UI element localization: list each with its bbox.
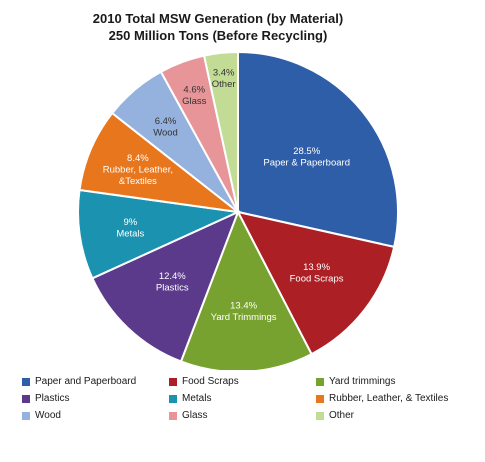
slice-value-label: 3.4% <box>213 68 235 79</box>
slice-category-label: &Textiles <box>119 176 157 187</box>
pie-slices <box>77 50 399 370</box>
slice-category-label: Glass <box>182 96 207 107</box>
slice-value-label: 13.9% <box>303 262 330 273</box>
slice-category-label: Plastics <box>156 283 189 294</box>
legend-entry: Glass <box>169 410 316 421</box>
legend-label: Paper and Paperboard <box>35 376 137 387</box>
legend-label: Wood <box>35 410 61 421</box>
slice-value-label: 4.6% <box>183 84 205 95</box>
slice-category-label: Yard Trimmings <box>211 312 277 323</box>
pie-slice <box>77 188 242 280</box>
slice-category-label: Paper & Paperboard <box>263 158 350 169</box>
pie-slice <box>179 209 313 370</box>
chart-legend: Paper and Paperboard Food Scraps Yard trim… <box>22 373 472 424</box>
legend-label: Yard trimmings <box>329 376 396 387</box>
slice-category-label: Wood <box>153 127 178 138</box>
legend-entry: Rubber, Leather, & Textiles <box>316 393 448 404</box>
slice-value-label: 28.5% <box>293 146 320 157</box>
slice-value-label: 12.4% <box>159 271 186 282</box>
slice-value-label: 13.4% <box>230 300 257 311</box>
legend-swatch <box>316 394 324 403</box>
legend-swatch <box>316 377 324 386</box>
legend-label: Plastics <box>35 393 70 404</box>
legend-swatch <box>169 394 177 403</box>
legend-entry: Plastics <box>22 393 169 404</box>
slice-category-label: Other <box>212 79 236 90</box>
legend-row: Plastics Metals Rubber, Leather, & Textile… <box>22 390 472 407</box>
legend-label: Rubber, Leather, & Textiles <box>329 393 449 404</box>
legend-entry: Other <box>316 410 354 421</box>
slice-value-label: 9% <box>123 217 137 228</box>
pie-slice <box>202 50 239 213</box>
pie-labels: 28.5%Paper & Paperboard 13.9%Food Scraps 1… <box>103 68 350 323</box>
slice-category-label: Rubber, Leather, <box>103 164 173 175</box>
legend-entry: Metals <box>169 393 316 404</box>
slice-value-label: 8.4% <box>127 153 149 164</box>
legend-label: Metals <box>182 393 212 404</box>
legend-swatch <box>22 377 30 386</box>
legend-label: Glass <box>182 410 208 421</box>
legend-entry: Paper and Paperboard <box>22 376 169 387</box>
legend-entry: Yard trimmings <box>316 376 396 387</box>
pie-slice <box>237 50 399 249</box>
legend-row: Wood Glass Other <box>22 407 472 424</box>
chart-title: 2010 Total MSW Generation (by Material) <box>93 11 343 26</box>
pie-chart: 2010 Total MSW Generation (by Material) … <box>77 11 399 370</box>
pie-slice <box>91 210 240 363</box>
legend-swatch <box>22 411 30 420</box>
legend-entry: Wood <box>22 410 169 421</box>
chart-subtitle: 250 Million Tons (Before Recycling) <box>109 28 328 43</box>
legend-swatch <box>169 411 177 420</box>
legend-label: Other <box>329 410 355 421</box>
legend-label: Food Scraps <box>182 376 239 387</box>
pie-slice <box>78 111 242 214</box>
legend-entry: Food Scraps <box>169 376 316 387</box>
legend-swatch <box>22 394 30 403</box>
slice-value-label: 6.4% <box>155 116 177 127</box>
pie-slice <box>236 210 396 356</box>
legend-swatch <box>316 411 324 420</box>
legend-swatch <box>169 377 177 386</box>
legend-row: Paper and Paperboard Food Scraps Yard trim… <box>22 373 472 390</box>
slice-category-label: Metals <box>116 228 144 239</box>
slice-category-label: Food Scraps <box>290 273 344 284</box>
